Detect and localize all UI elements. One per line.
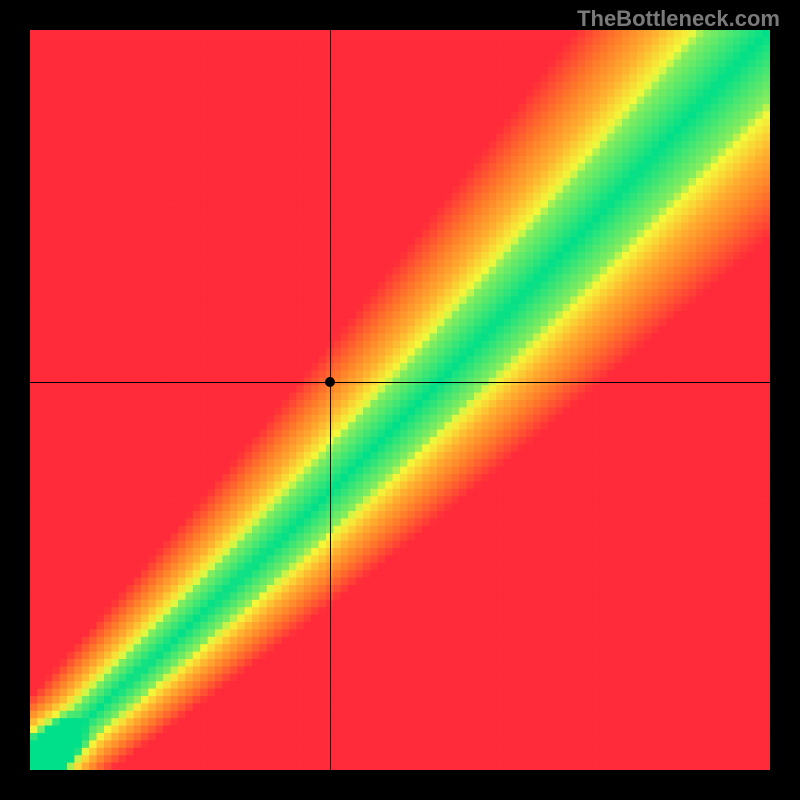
crosshair-vertical [330,30,331,770]
chart-container: TheBottleneck.com [0,0,800,800]
heatmap-canvas [30,30,770,770]
crosshair-horizontal [30,382,770,383]
crosshair-marker [325,377,335,387]
plot-area [30,30,770,770]
watermark-text: TheBottleneck.com [577,6,780,32]
